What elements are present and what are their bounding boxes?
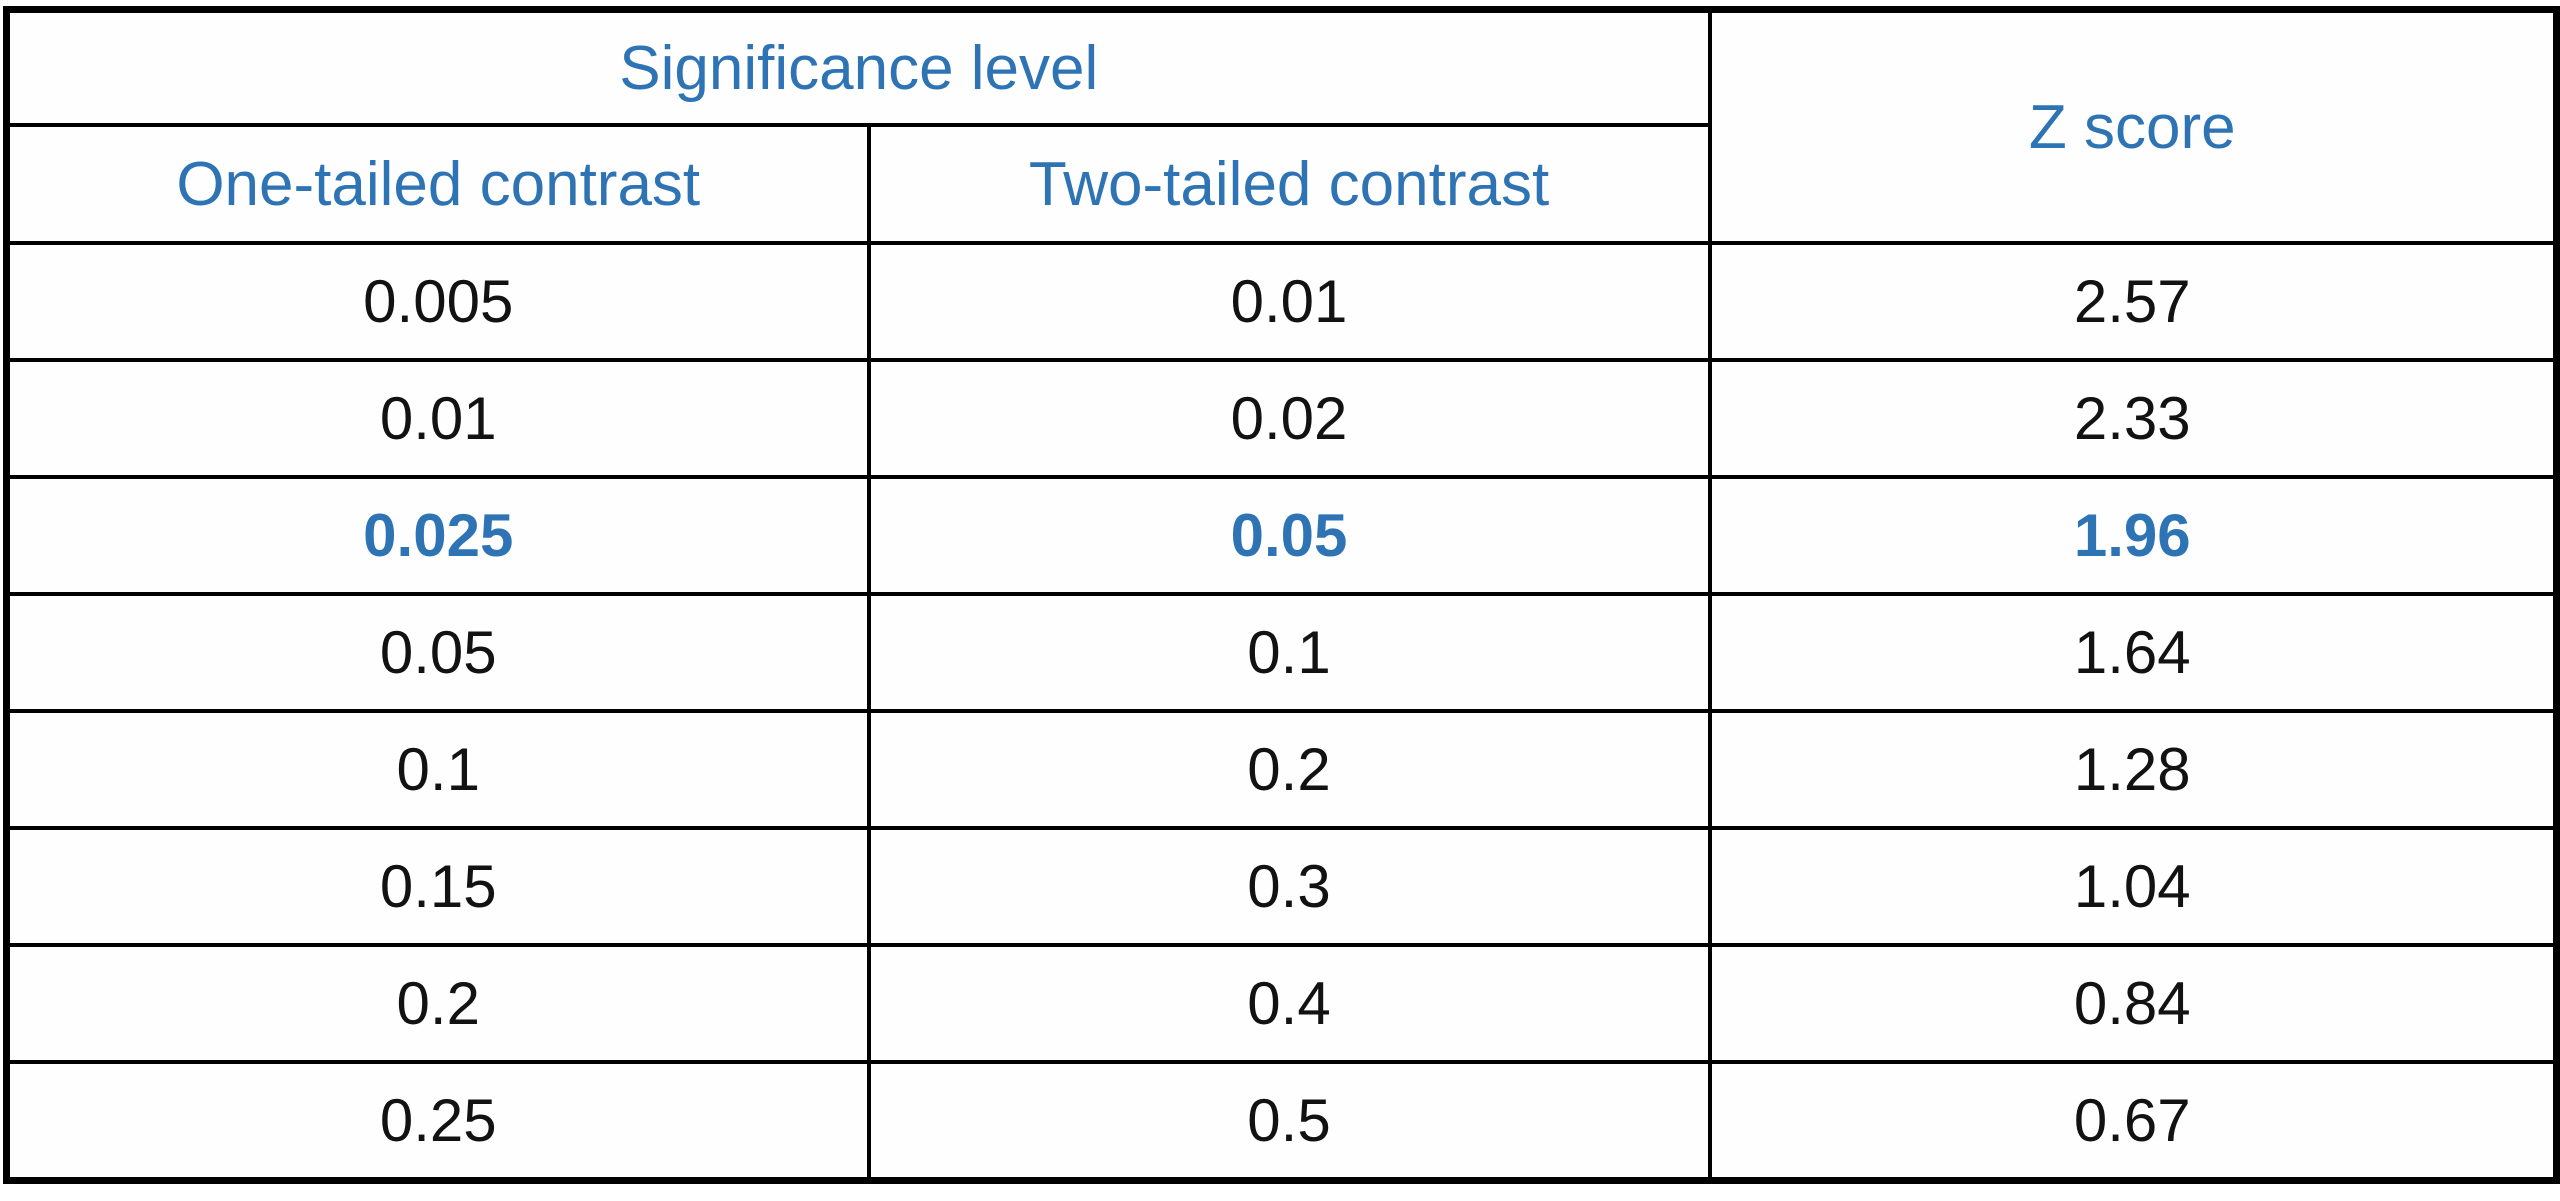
cell-two-tailed: 0.4 xyxy=(866,943,1712,1064)
table-body: 0.005 0.01 2.57 0.01 0.02 2.33 0.025 0.05 1.96 0.… xyxy=(4,241,2559,1183)
header-significance-level: Significance level xyxy=(4,7,1712,127)
header-sub-row: One-tailed contrast Two-tailed contrast xyxy=(4,123,2557,245)
table-row: 0.1 0.2 1.28 xyxy=(4,709,2559,830)
cell-one-tailed: 0.01 xyxy=(4,358,871,479)
cell-two-tailed: 0.01 xyxy=(866,241,1712,362)
table-row: 0.05 0.1 1.64 xyxy=(4,592,2559,713)
cell-two-tailed: 0.1 xyxy=(866,592,1712,713)
cell-z-score: 2.57 xyxy=(1707,241,2559,362)
cell-two-tailed: 0.2 xyxy=(866,709,1712,830)
cell-two-tailed: 0.02 xyxy=(866,358,1712,479)
cell-one-tailed: 0.2 xyxy=(4,943,871,1064)
cell-two-tailed: 0.5 xyxy=(866,1060,1712,1183)
header-group-row: Significance level Z score xyxy=(4,7,2559,245)
cell-one-tailed: 0.25 xyxy=(4,1060,871,1183)
table-row: 0.2 0.4 0.84 xyxy=(4,943,2559,1064)
cell-two-tailed: 0.3 xyxy=(866,826,1712,947)
cell-z-score: 1.64 xyxy=(1707,592,2559,713)
z-score-table: Significance level Z score One-tailed co… xyxy=(3,6,2560,1184)
cell-one-tailed: 0.05 xyxy=(4,592,871,713)
cell-one-tailed: 0.15 xyxy=(4,826,871,947)
table-row: 0.025 0.05 1.96 xyxy=(4,475,2559,596)
table-row: 0.005 0.01 2.57 xyxy=(4,241,2559,362)
cell-one-tailed: 0.025 xyxy=(4,475,871,596)
cell-z-score: 0.67 xyxy=(1707,1060,2559,1183)
table-header: Significance level Z score One-tailed co… xyxy=(4,7,2559,245)
header-one-tailed-contrast: One-tailed contrast xyxy=(4,123,871,245)
table-row: 0.01 0.02 2.33 xyxy=(4,358,2559,479)
cell-z-score: 2.33 xyxy=(1707,358,2559,479)
cell-one-tailed: 0.1 xyxy=(4,709,871,830)
cell-z-score: 0.84 xyxy=(1707,943,2559,1064)
cell-two-tailed: 0.05 xyxy=(866,475,1712,596)
cell-z-score: 1.04 xyxy=(1707,826,2559,947)
table-row: 0.25 0.5 0.67 xyxy=(4,1060,2559,1183)
header-z-score: Z score xyxy=(1707,7,2559,245)
cell-z-score: 1.96 xyxy=(1707,475,2559,596)
table-row: 0.15 0.3 1.04 xyxy=(4,826,2559,947)
cell-one-tailed: 0.005 xyxy=(4,241,871,362)
cell-z-score: 1.28 xyxy=(1707,709,2559,830)
header-two-tailed-contrast: Two-tailed contrast xyxy=(866,123,1712,245)
